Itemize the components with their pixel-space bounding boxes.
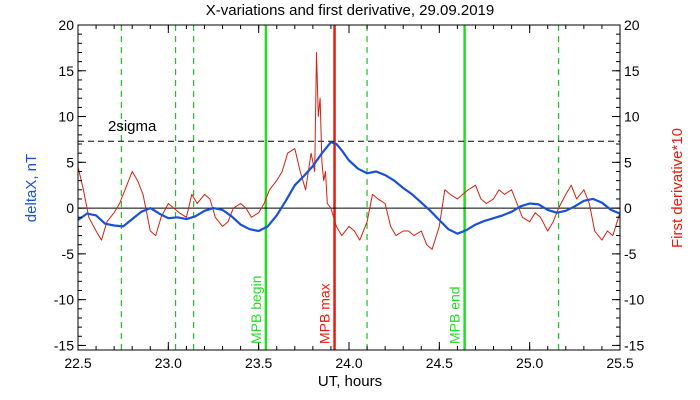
y-tick-label-left: 0 xyxy=(66,200,74,216)
derivative-series-line xyxy=(77,52,621,250)
chart-title: X-variations and first derivative, 29.09… xyxy=(206,2,495,19)
y-tick-label-left: -10 xyxy=(54,292,74,308)
x-axis-label: UT, hours xyxy=(318,373,382,390)
data-series xyxy=(77,52,621,250)
axes xyxy=(77,24,621,351)
marker-labels: MPB begin MPB max MPB end xyxy=(248,276,463,344)
y-tick-label-right: 5 xyxy=(624,154,632,170)
marker-label-5: MPB max xyxy=(317,283,333,344)
y-tick-label-left: -5 xyxy=(62,246,75,262)
x-tick-label: 23.5 xyxy=(245,355,272,371)
y-tick-label-left: 20 xyxy=(58,17,74,33)
x-tick-label: 25.5 xyxy=(606,355,633,371)
y-tick-label-left: 15 xyxy=(58,63,74,79)
y-tick-label-left: -15 xyxy=(54,337,74,353)
x-tick-label: 24.0 xyxy=(335,355,362,371)
x-tick-label: 23.0 xyxy=(155,355,182,371)
deltax-series-line xyxy=(77,141,621,235)
y-tick-label-right: 0 xyxy=(624,200,632,216)
threshold-label: 2sigma xyxy=(108,118,157,135)
marker-label-4: MPB begin xyxy=(248,276,264,344)
y-tick-label-right: -5 xyxy=(624,246,637,262)
tick-labels: 22.5 23.0 23.5 24.0 24.5 25.0 25.5 20 20 15 15 10 10… xyxy=(54,17,645,371)
x-tick-label: 22.5 xyxy=(64,355,91,371)
x-tick-label: 25.0 xyxy=(516,355,543,371)
y-axis-label-right: First derivative*10 xyxy=(669,128,686,248)
y-tick-label-left: 10 xyxy=(58,109,74,125)
x-tick-label: 24.5 xyxy=(426,355,453,371)
y-tick-label-left: 5 xyxy=(66,154,74,170)
y-tick-label-right: -15 xyxy=(624,337,644,353)
y-tick-label-right: -10 xyxy=(624,292,644,308)
y-tick-label-right: 10 xyxy=(624,109,640,125)
marker-label-7: MPB end xyxy=(447,286,463,344)
y-tick-label-right: 20 xyxy=(624,17,640,33)
y-axis-label-left: deltaX, nT xyxy=(23,154,40,222)
event-markers xyxy=(120,25,560,350)
y-tick-label-right: 15 xyxy=(624,63,640,79)
